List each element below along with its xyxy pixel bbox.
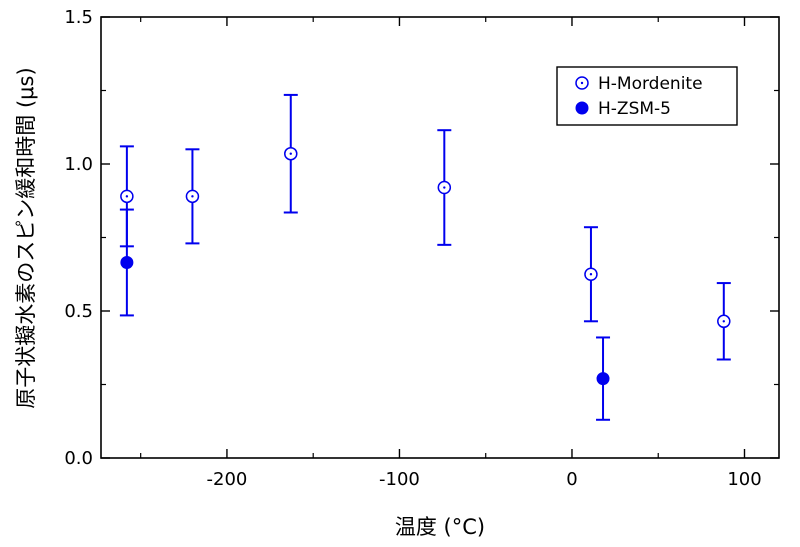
y-tick-label: 1.5	[64, 7, 93, 28]
data-point-h-zsm-5	[120, 255, 134, 269]
legend-label-h-zsm-5: H-ZSM-5	[598, 99, 671, 119]
legend-box	[556, 66, 738, 126]
data-point-center-h-mordenite	[125, 195, 129, 198]
x-axis-title: 温度 (°C)	[395, 515, 485, 539]
data-point-center-h-mordenite	[289, 152, 292, 155]
x-tick-label: -200	[207, 469, 248, 490]
legend-label-h-mordenite: H-Mordenite	[598, 74, 703, 94]
data-point-center-h-mordenite	[722, 320, 725, 323]
data-point-center-h-mordenite	[589, 273, 593, 276]
x-tick-label: 100	[727, 469, 761, 490]
x-tick-label: -100	[379, 469, 420, 490]
legend: H-Mordenite H-ZSM-5	[556, 66, 738, 126]
y-axis-title: 原子状擬水素のスピン緩和時間 (μs)	[14, 67, 38, 408]
y-tick-label: 0.5	[64, 301, 93, 322]
axis-ticks: -200 -100 0 100 0.0 0.5 1.0 1.5	[64, 7, 779, 490]
legend-marker-h-zsm-5	[575, 101, 589, 115]
legend-marker-h-mordenite-dot	[580, 81, 584, 85]
data-point-center-h-mordenite	[191, 195, 194, 198]
x-tick-label: 0	[566, 469, 577, 490]
y-tick-label: 0.0	[64, 448, 93, 469]
y-tick-label: 1.0	[64, 154, 93, 175]
data-point-h-zsm-5	[596, 372, 610, 386]
data-point-center-h-mordenite	[443, 186, 446, 189]
data-points	[119, 93, 731, 421]
